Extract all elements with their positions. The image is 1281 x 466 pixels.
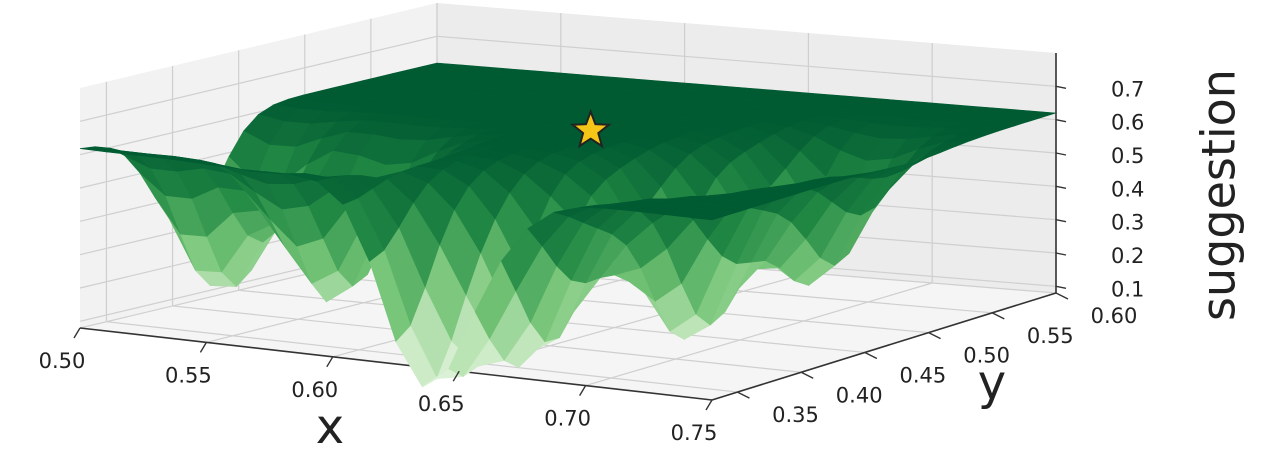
z-tick-label: 0.6 <box>1111 111 1144 135</box>
y-tick-label: 0.40 <box>836 383 883 407</box>
x-tick-label: 0.65 <box>418 392 465 416</box>
star-marker <box>569 108 612 149</box>
y-axis-label: y <box>978 355 1006 411</box>
x-tick <box>73 327 81 339</box>
y-tick <box>800 371 814 379</box>
z-tick <box>1055 218 1067 223</box>
y-tick <box>864 351 878 360</box>
x-tick-label: 0.50 <box>39 349 86 373</box>
x-tick-label: 0.70 <box>544 407 591 431</box>
x-axis-label: x <box>316 399 344 455</box>
y-tick-label: 0.60 <box>1091 304 1138 328</box>
surface-mesh <box>79 62 1057 388</box>
best-suggestion-marker <box>569 108 612 149</box>
x-tick-label: 0.60 <box>291 378 338 402</box>
x-tick-label: 0.55 <box>165 363 212 387</box>
y-tick <box>737 391 750 399</box>
x-tick <box>705 399 713 411</box>
z-tick <box>1055 285 1067 290</box>
axis-ticks: 0.500.550.600.650.700.750.350.400.450.50… <box>39 77 1145 445</box>
x-tick <box>199 342 208 353</box>
surface-facet <box>685 212 727 221</box>
y-tick-label: 0.45 <box>900 363 947 387</box>
grid-line-x-floor <box>585 282 933 387</box>
x-tick <box>326 356 334 368</box>
x-tick-label: 0.75 <box>671 421 718 445</box>
z-tick-label: 0.4 <box>1111 177 1144 201</box>
z-tick <box>1055 185 1067 190</box>
z-tick <box>1055 85 1067 90</box>
y-tick <box>1055 292 1069 300</box>
z-tick <box>1055 118 1067 123</box>
grid-line-z-side <box>79 35 438 122</box>
z-tick-label: 0.7 <box>1111 77 1144 101</box>
y-tick-label: 0.55 <box>1027 324 1074 348</box>
y-tick <box>991 312 1005 320</box>
z-tick-label: 0.2 <box>1111 244 1144 268</box>
x-tick <box>578 385 587 396</box>
z-tick-label: 0.5 <box>1111 144 1144 168</box>
x-tick <box>452 370 460 382</box>
z-tick-label: 0.3 <box>1111 211 1144 235</box>
z-tick <box>1055 252 1067 256</box>
z-tick-label: 0.1 <box>1111 277 1144 301</box>
z-tick <box>1055 152 1067 156</box>
y-tick <box>928 332 941 340</box>
y-tick-label: 0.35 <box>772 403 819 427</box>
grid-line-z-back <box>436 35 1057 87</box>
x-axis-line <box>79 327 713 401</box>
z-axis-label: suggestion <box>1192 69 1246 321</box>
y-axis-line <box>711 292 1057 401</box>
y-tick-label: 0.50 <box>963 344 1010 368</box>
